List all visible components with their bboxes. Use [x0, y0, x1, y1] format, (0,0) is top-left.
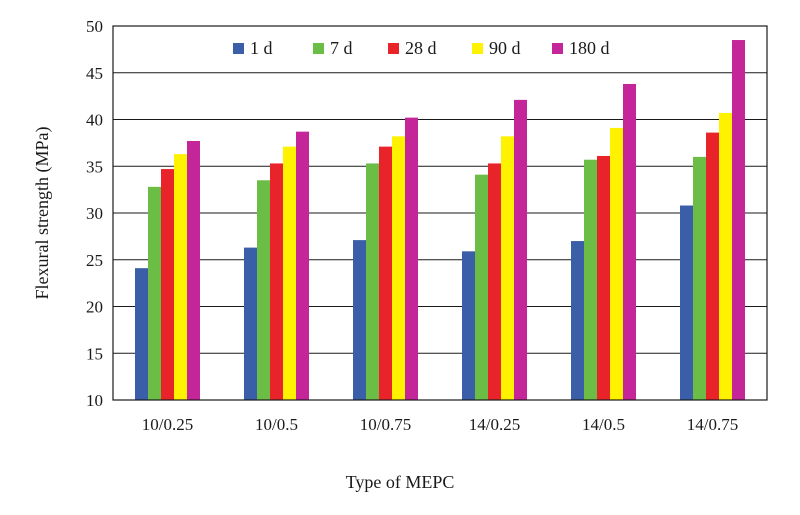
bar: [392, 136, 405, 400]
bar: [610, 127, 623, 400]
x-tick-labels: 10/0.25 10/0.5 10/0.75 14/0.25 14/0.5 14/0.75: [142, 415, 738, 434]
bar: [405, 117, 418, 400]
y-axis-title: Flexural strength (MPa): [32, 127, 53, 300]
bar: [257, 180, 270, 400]
bar: [174, 154, 187, 400]
x-tick-label: 14/0.5: [582, 415, 625, 434]
legend-swatch: [233, 43, 244, 54]
bar: [706, 132, 719, 400]
legend-label: 1 d: [250, 38, 273, 58]
gridlines: [113, 72, 767, 354]
y-tick-labels: 10 15 20 25 30 35 40 45 50: [86, 17, 103, 410]
plot-area-frame: [112, 25, 768, 401]
bar: [462, 251, 475, 400]
bar: [597, 155, 610, 400]
x-axis-title: Type of MEPC: [346, 472, 455, 492]
bar: [488, 163, 501, 400]
bar: [244, 247, 257, 400]
bar: [135, 268, 148, 400]
x-tick-label: 14/0.25: [469, 415, 520, 434]
x-tick-label: 14/0.75: [687, 415, 738, 434]
bar: [571, 241, 584, 400]
y-tick-label: 45: [86, 64, 103, 83]
legend-label: 28 d: [405, 38, 437, 58]
bar: [514, 99, 527, 401]
bar: [353, 240, 366, 400]
x-tick-label: 10/0.25: [142, 415, 193, 434]
bar: [283, 146, 296, 400]
legend: 1 d 7 d 28 d 90 d 180 d: [233, 38, 610, 58]
y-tick-label: 40: [86, 111, 103, 130]
legend-swatch: [313, 43, 324, 54]
bars: [135, 40, 745, 401]
legend-swatch: [552, 43, 563, 54]
y-tick-label: 10: [86, 391, 103, 410]
bar: [187, 141, 200, 400]
bar: [161, 169, 174, 400]
x-tick-label: 10/0.5: [255, 415, 298, 434]
legend-swatch: [472, 43, 483, 54]
legend-label: 180 d: [569, 38, 610, 58]
y-tick-label: 30: [86, 204, 103, 223]
bar: [379, 146, 392, 400]
bar: [270, 163, 283, 400]
bar: [475, 174, 488, 400]
y-tick-label: 50: [86, 17, 103, 36]
y-tick-label: 20: [86, 298, 103, 317]
bar: [693, 156, 706, 400]
bar: [501, 136, 514, 400]
legend-label: 7 d: [330, 38, 353, 58]
y-tick-label: 15: [86, 344, 103, 363]
bar: [366, 163, 379, 400]
bar: [296, 131, 309, 400]
bar: [623, 83, 636, 400]
y-tick-label: 35: [86, 157, 103, 176]
legend-label: 90 d: [489, 38, 521, 58]
bar: [148, 186, 161, 400]
x-tick-label: 10/0.75: [360, 415, 411, 434]
bar: [584, 159, 597, 400]
bar: [680, 205, 693, 400]
bar: [719, 112, 732, 400]
bar: [732, 40, 745, 401]
legend-swatch: [388, 43, 399, 54]
y-tick-label: 25: [86, 251, 103, 270]
